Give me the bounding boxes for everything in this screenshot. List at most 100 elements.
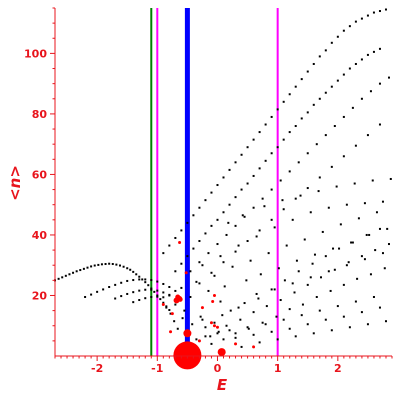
data-point	[204, 326, 207, 329]
data-point	[252, 333, 255, 336]
data-point	[312, 332, 315, 335]
data-point	[258, 131, 261, 134]
data-point	[270, 188, 273, 191]
data-point	[261, 321, 264, 324]
data-point	[313, 253, 316, 256]
data-point	[186, 255, 189, 258]
data-point	[312, 103, 315, 106]
data-point	[126, 292, 129, 295]
data-point	[384, 320, 387, 323]
data-point	[234, 161, 237, 164]
data-point	[162, 282, 165, 285]
data-point	[345, 264, 348, 267]
data-point	[371, 179, 374, 182]
data-point	[237, 306, 240, 309]
data-point	[225, 324, 228, 327]
data-point	[378, 47, 381, 50]
data-point	[243, 215, 246, 218]
data-point	[144, 288, 147, 291]
data-point	[327, 270, 330, 273]
data-point	[165, 306, 168, 309]
data-point	[318, 309, 321, 312]
data-point	[176, 327, 179, 330]
data-point	[378, 227, 381, 230]
data-point	[387, 76, 390, 79]
data-point	[120, 295, 123, 298]
data-point	[333, 268, 336, 271]
data-point	[144, 281, 147, 284]
data-point	[365, 233, 368, 236]
data-point	[276, 108, 279, 111]
data-point	[273, 226, 276, 229]
data-point	[273, 288, 276, 291]
data-point	[221, 314, 224, 317]
data-point	[267, 252, 270, 255]
data-point	[252, 311, 255, 314]
data-point	[132, 291, 135, 294]
data-point	[375, 211, 378, 214]
highlight-point	[178, 241, 182, 245]
data-point	[366, 14, 369, 17]
data-point	[372, 50, 375, 53]
data-point	[132, 270, 135, 273]
data-point	[336, 79, 339, 82]
highlight-point	[169, 330, 173, 334]
data-point	[239, 318, 242, 321]
data-point	[227, 221, 230, 224]
y-tick-label: 80	[32, 108, 48, 121]
y-tick-label: 100	[24, 47, 47, 60]
highlight-point	[212, 293, 216, 297]
data-point	[263, 205, 266, 208]
data-point	[283, 279, 286, 282]
data-point	[372, 11, 375, 14]
data-point	[240, 345, 243, 348]
data-point	[246, 240, 249, 243]
data-point	[288, 131, 291, 134]
highlight-point	[217, 348, 226, 357]
data-point	[318, 55, 321, 58]
data-point	[329, 289, 332, 292]
data-point	[198, 261, 201, 264]
data-point	[279, 179, 282, 182]
data-point	[306, 323, 309, 326]
data-point	[210, 271, 213, 274]
data-point	[79, 269, 82, 272]
data-point	[306, 152, 309, 155]
data-point	[198, 240, 201, 243]
data-point	[261, 197, 264, 200]
data-point	[223, 285, 226, 288]
data-point	[104, 263, 107, 266]
data-point	[168, 294, 171, 297]
data-point	[147, 284, 150, 287]
data-point	[141, 278, 144, 281]
y-tick-label: 60	[32, 168, 48, 181]
data-point	[299, 194, 302, 197]
data-point	[96, 290, 99, 293]
data-point	[312, 62, 315, 65]
data-point	[384, 8, 387, 11]
data-point	[259, 273, 262, 276]
data-point	[324, 318, 327, 321]
data-point	[317, 190, 320, 193]
data-point	[168, 244, 171, 247]
data-point	[61, 276, 64, 279]
data-point	[378, 10, 381, 13]
data-point	[108, 262, 111, 265]
data-point	[240, 153, 243, 156]
data-point	[306, 187, 309, 190]
data-point	[126, 279, 129, 282]
data-point	[348, 25, 351, 28]
data-point	[348, 67, 351, 70]
data-point	[156, 295, 159, 298]
data-point	[198, 206, 201, 209]
data-point	[249, 259, 252, 262]
data-points	[54, 8, 392, 348]
data-point	[333, 125, 336, 128]
data-point	[90, 293, 93, 296]
data-point	[228, 329, 231, 332]
data-point	[356, 277, 359, 280]
data-point	[258, 341, 261, 344]
highlight-point	[183, 329, 192, 338]
data-point	[229, 309, 232, 312]
